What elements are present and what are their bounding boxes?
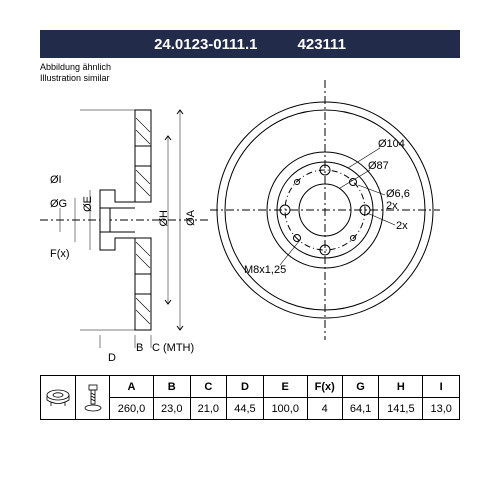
side-view: ØI ØG ØE ØH ØA F(x) B D C (MTH) [40, 90, 210, 355]
val-G: 64,1 [342, 398, 379, 420]
val-I: 13,0 [423, 398, 460, 420]
subtitle-line1: Abbildung ähnlich [40, 62, 111, 73]
label-B: B [136, 342, 143, 354]
label-thread: M8x1,25 [244, 264, 286, 276]
col-G: G [342, 376, 379, 398]
val-E: 100,0 [263, 398, 307, 420]
val-H: 141,5 [379, 398, 423, 420]
label-E: ØE [82, 196, 94, 212]
front-view-svg [210, 80, 440, 340]
bolt-icon-cell [76, 376, 110, 420]
col-B: B [153, 376, 190, 398]
label-A: ØA [185, 210, 197, 226]
header-bar: 24.0123-0111.1 423111 [40, 30, 460, 58]
col-I: I [423, 376, 460, 398]
val-F: 4 [307, 398, 342, 420]
col-H: H [379, 376, 423, 398]
col-D: D [227, 376, 264, 398]
bolt-icon [82, 383, 104, 413]
val-B: 23,0 [153, 398, 190, 420]
diagram-area: ØI ØG ØE ØH ØA F(x) B D C (MTH) [40, 80, 460, 360]
disc-icon-cell [41, 376, 76, 420]
label-I: ØI [50, 174, 62, 186]
val-D: 44,5 [227, 398, 264, 420]
label-H: ØH [158, 210, 170, 227]
col-A: A [110, 376, 154, 398]
label-C: C (MTH) [152, 342, 194, 354]
label-D: D [108, 352, 116, 364]
label-d66: Ø6,6 [386, 188, 410, 200]
label-x2b: 2x [396, 220, 408, 232]
val-C: 21,0 [190, 398, 227, 420]
col-E: E [263, 376, 307, 398]
front-view: Ø104 Ø87 Ø6,6 2x 2x M8x1,25 [210, 80, 440, 345]
label-x2a: 2x [386, 200, 398, 212]
disc-icon [45, 385, 71, 411]
label-G: ØG [50, 198, 67, 210]
table-header-row: A B C D E F(x) G H I [41, 376, 460, 398]
dimension-table: A B C D E F(x) G H I 260,0 23,0 21,0 44,… [40, 375, 460, 420]
table-area: A B C D E F(x) G H I 260,0 23,0 21,0 44,… [40, 375, 460, 420]
val-A: 260,0 [110, 398, 154, 420]
label-d87: Ø87 [368, 160, 389, 172]
part-number-2: 423111 [298, 36, 346, 53]
part-number-1: 24.0123-0111.1 [154, 36, 257, 53]
label-Fx: F(x) [50, 248, 70, 260]
label-d104: Ø104 [378, 138, 405, 150]
col-C: C [190, 376, 227, 398]
col-F: F(x) [307, 376, 342, 398]
